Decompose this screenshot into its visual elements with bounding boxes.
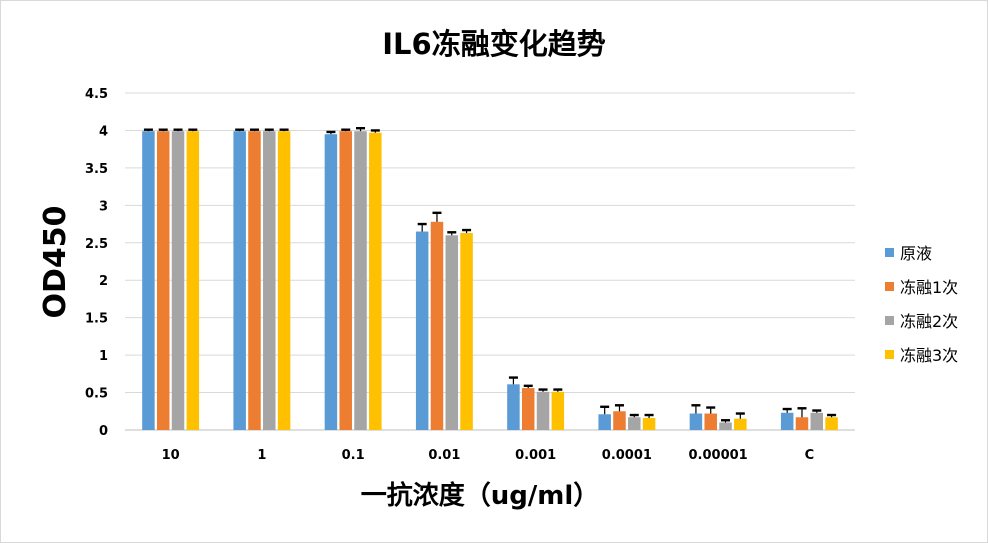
y-tick-label: 4.5 xyxy=(85,87,108,102)
legend-label: 冻融1次 xyxy=(900,278,958,297)
bar xyxy=(233,131,246,430)
chart-title: IL6冻融变化趋势 xyxy=(382,27,605,61)
x-tick-label: 0.00001 xyxy=(689,448,748,463)
y-tick-label: 4 xyxy=(99,124,108,139)
bar xyxy=(613,411,626,430)
bar xyxy=(521,388,535,430)
legend-swatch xyxy=(885,282,894,291)
gridlines xyxy=(125,92,855,431)
bar xyxy=(719,422,732,430)
x-tick-label: 0.0001 xyxy=(602,448,652,463)
bar xyxy=(780,412,794,430)
x-tick-label: 0.001 xyxy=(515,448,556,463)
bar xyxy=(445,235,459,430)
bar xyxy=(795,417,809,430)
bar xyxy=(430,221,444,430)
y-tick-label: 0 xyxy=(99,424,108,439)
error-bars xyxy=(143,126,837,423)
bar xyxy=(186,131,200,430)
legend-swatch xyxy=(885,350,894,359)
x-axis-title: 一抗浓度（ug/ml） xyxy=(361,480,600,511)
y-axis-title: OD450 xyxy=(38,205,73,318)
bar xyxy=(263,131,276,430)
bar xyxy=(551,391,565,430)
legend-swatch xyxy=(885,248,894,257)
y-tick-label: 1 xyxy=(99,349,108,364)
bar xyxy=(369,132,382,431)
bar xyxy=(415,231,429,430)
x-tick-label: 0.01 xyxy=(428,448,460,463)
x-tick-label: 1 xyxy=(257,448,266,463)
legend-swatch xyxy=(885,316,894,325)
x-tick-label: 10 xyxy=(162,448,180,463)
y-tick-label: 0.5 xyxy=(85,387,108,402)
bar xyxy=(810,412,824,430)
bar xyxy=(339,131,352,430)
x-tick-label: C xyxy=(805,448,815,463)
x-tick-label: 0.1 xyxy=(342,448,365,463)
y-tick-label: 2.5 xyxy=(85,237,108,252)
bar xyxy=(689,413,703,430)
bar xyxy=(825,417,838,430)
bar xyxy=(704,413,717,430)
x-axis-ticks: 10 1 0.1 0.01 0.001 0.0001 0.00001 C xyxy=(162,448,815,463)
bar xyxy=(277,131,291,430)
legend-label: 冻融3次 xyxy=(900,346,958,365)
legend-label: 原液 xyxy=(900,244,932,263)
bar xyxy=(354,131,367,430)
y-tick-label: 3 xyxy=(99,199,108,214)
bar xyxy=(248,131,261,430)
bar xyxy=(734,418,747,430)
bar xyxy=(628,417,641,430)
y-tick-label: 1.5 xyxy=(85,312,108,327)
y-tick-label: 2 xyxy=(99,274,108,289)
bar xyxy=(536,391,550,430)
bar xyxy=(171,131,185,430)
bar xyxy=(598,414,611,430)
bar xyxy=(642,418,656,430)
legend-label: 冻融2次 xyxy=(900,312,958,331)
bar xyxy=(507,384,520,430)
bar xyxy=(156,131,170,430)
bar xyxy=(324,134,338,430)
bar xyxy=(142,131,155,430)
y-axis-ticks: 0 0.5 1 1.5 2 2.5 3 3.5 4 4.5 xyxy=(85,87,108,439)
y-tick-label: 3.5 xyxy=(85,162,108,177)
bars xyxy=(142,131,838,431)
bar xyxy=(460,233,473,430)
